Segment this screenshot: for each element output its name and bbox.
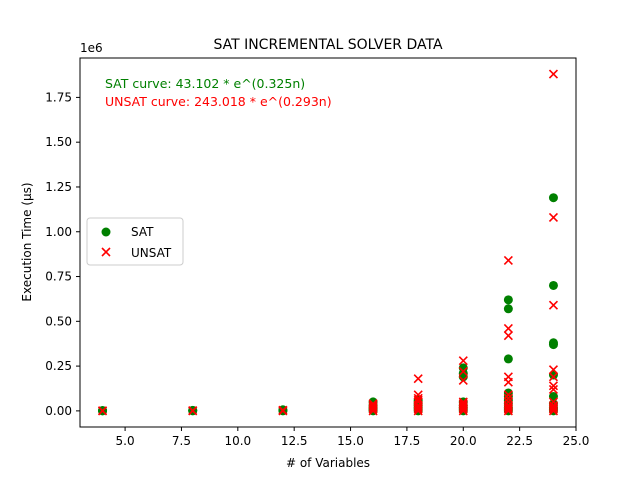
y-tick-label: 0.50	[45, 314, 72, 328]
unsat-point	[503, 331, 513, 341]
x-tick-label: 20.0	[450, 434, 477, 448]
unsat-point	[503, 393, 513, 403]
x-tick-label: 7.5	[172, 434, 191, 448]
unsat-point	[503, 323, 513, 334]
x-tick-label: 12.5	[281, 434, 308, 448]
x-tick-label: 25.0	[563, 434, 590, 448]
unsat-point	[503, 390, 513, 400]
unsat-point	[188, 405, 198, 416]
plot-frame	[79, 57, 577, 428]
unsat-point	[368, 402, 378, 412]
legend-sat-label: SAT	[131, 225, 154, 239]
unsat-point	[503, 372, 513, 382]
unsat-point	[458, 399, 468, 409]
unsat-point	[413, 374, 423, 384]
unsat-point	[548, 212, 559, 222]
unsat-point	[413, 404, 423, 414]
unsat-point	[548, 384, 559, 394]
unsat-point	[548, 397, 559, 407]
unsat-point	[368, 400, 378, 411]
x-axis-label: # of Variables	[286, 456, 370, 470]
sat-point	[548, 280, 558, 290]
unsat-point	[458, 366, 468, 377]
y-tick-label: 1.75	[45, 90, 72, 104]
unsat-point	[548, 69, 559, 79]
unsat-point	[548, 300, 559, 310]
y-tick-label: 0.25	[45, 359, 72, 373]
x-tick-label: 5.0	[116, 434, 135, 448]
y-tick-label: 0.75	[45, 270, 72, 284]
x-axis-ticks: 5.0 7.5 10.0 12.5 15.0 17.5 20.0 22.5 25.0	[116, 427, 590, 448]
y-tick-label: 1.25	[45, 180, 72, 194]
unsat-point	[503, 255, 513, 265]
chart-title: SAT INCREMENTAL SOLVER DATA	[213, 37, 443, 53]
sat-point	[548, 193, 558, 203]
sat-curve-annotation: SAT curve: 43.102 * e^(0.325n)	[105, 76, 305, 91]
unsat-point	[97, 406, 108, 416]
unsat-point	[503, 397, 513, 407]
y-axis-ticks: 0.00 0.25 0.50 0.75 1.00 1.25 1.50 1.75	[45, 90, 80, 418]
y-offset-label: 1e6	[80, 41, 103, 55]
sat-point	[503, 304, 513, 314]
unsat-point	[458, 375, 468, 385]
unsat-point	[458, 356, 468, 366]
y-axis-label: Execution Time (µs)	[20, 182, 34, 301]
data-points	[97, 69, 559, 416]
sat-point	[503, 295, 513, 305]
x-tick-label: 17.5	[394, 434, 421, 448]
unsat-point	[458, 397, 468, 407]
unsat-point	[368, 399, 378, 409]
unsat-point	[548, 400, 559, 411]
unsat-point	[503, 400, 513, 411]
unsat-curve-annotation: UNSAT curve: 243.018 * e^(0.293n)	[105, 94, 332, 109]
legend-unsat-label: UNSAT	[131, 246, 172, 260]
x-tick-label: 22.5	[506, 434, 533, 448]
unsat-point	[548, 365, 559, 375]
y-tick-label: 0.00	[45, 404, 72, 418]
unsat-point	[278, 405, 288, 415]
y-tick-label: 1.00	[45, 225, 72, 239]
unsat-point	[413, 397, 423, 407]
sat-point	[548, 338, 558, 348]
unsat-point	[413, 393, 423, 403]
unsat-point	[548, 381, 559, 391]
unsat-point	[458, 400, 468, 411]
unsat-point	[548, 372, 559, 382]
x-tick-label: 15.0	[337, 434, 364, 448]
unsat-point	[413, 390, 423, 400]
legend-sat-marker	[101, 227, 111, 237]
legend-unsat-marker	[101, 247, 111, 257]
sat-point	[503, 354, 513, 364]
unsat-point	[503, 404, 513, 414]
legend-box	[86, 217, 184, 266]
legend: SAT UNSAT	[86, 217, 184, 266]
x-tick-label: 10.0	[224, 434, 251, 448]
y-tick-label: 1.50	[45, 135, 72, 149]
unsat-point	[548, 404, 559, 414]
